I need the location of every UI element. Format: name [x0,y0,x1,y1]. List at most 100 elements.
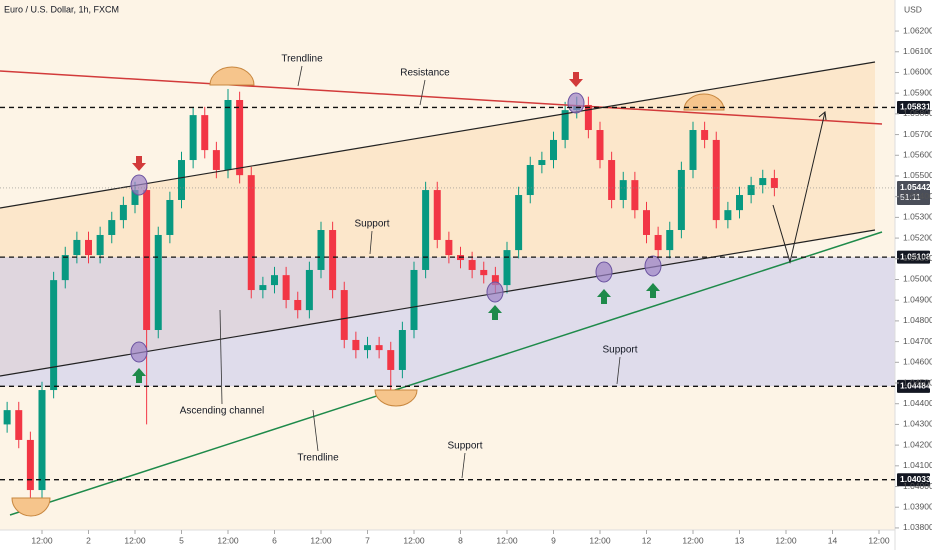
level-label: 1.04033 [900,474,931,484]
candle-body [735,195,743,211]
annotation: Trendline [281,54,323,65]
candle-body [340,290,348,340]
candle-body [131,190,139,205]
x-tick-label: 2 [86,535,91,545]
x-tick-label: 12 [642,535,652,545]
candle-body [666,230,674,251]
x-tick-label: 12:00 [775,535,797,545]
projection [772,111,826,264]
candle-body [422,190,430,270]
candle-body [143,190,151,331]
candle-body [38,390,46,491]
candle-body [259,285,267,291]
candle-body [654,234,662,251]
x-tick-label: 12:00 [682,535,704,545]
annotation: Support [354,219,389,230]
y-tick-label: 1.05900 [903,87,932,97]
candle-body [271,275,279,286]
x-tick-label: 8 [458,535,463,545]
y-tick-label: 1.03800 [903,522,932,532]
candle-body [515,195,523,251]
y-tick-label: 1.04600 [903,357,932,367]
touch-circles [130,92,662,363]
candle-body [282,275,290,300]
candle-body [549,139,557,161]
candle-body [15,410,23,440]
annotation: Trendline [297,453,339,464]
candle-body [724,210,732,221]
x-tick-label: 5 [179,535,184,545]
candle-body [224,99,232,170]
annotation: Resistance [400,68,450,79]
y-tick-label: 1.04400 [903,398,932,408]
y-tick-label: 1.05500 [903,170,932,180]
y-tick-label: 1.04300 [903,419,932,429]
y-tick-label: 1.05700 [903,129,932,139]
y-tick-label: 1.06200 [903,25,932,35]
countdown-label: 51:11 [900,192,921,202]
y-tick-label: 1.05100 [903,253,932,263]
y-tick-label: 1.05300 [903,212,932,222]
x-tick-label: 12:00 [217,535,239,545]
candle-body [375,345,383,351]
x-tick-label: 12:00 [403,535,425,545]
annotation-pointers [219,65,621,479]
candle-body [329,230,337,291]
up-arrows [132,283,660,383]
candle-body [526,165,534,196]
candle-body [247,175,255,291]
candle-body [294,299,302,311]
level-label: 1.05831 [900,102,931,112]
candle-body [503,250,511,286]
level-label-box [897,379,930,393]
down-arrows [132,72,583,171]
x-tick-label: 12:00 [496,535,518,545]
candle-body [468,260,476,270]
x-tick-label: 13 [735,535,745,545]
candle-body [433,190,441,240]
candle-body [631,180,639,211]
x-tick-label: 12:00 [589,535,611,545]
candle-body [701,130,709,140]
candle-body [3,410,11,425]
x-tick-label: 14 [828,535,838,545]
half-circles [11,66,725,517]
candle-body [398,330,406,370]
candle-body [189,115,197,161]
candle-body [619,180,627,200]
y-tick-label: 1.06000 [903,67,932,77]
x-tick-label: 12:00 [124,535,146,545]
candle-body [166,199,174,235]
candle-body [96,234,104,256]
currency-label: USD [904,4,922,14]
candle-body [712,139,720,221]
y-tick-label: 1.04800 [903,315,932,325]
annotation: Support [602,345,637,356]
candle-body [108,220,116,235]
x-tick-label: 7 [365,535,370,545]
last-price-box [897,180,930,205]
candle-body [689,130,697,170]
candle-body [677,169,685,231]
level-label: 1.04484 [900,381,931,391]
y-tick-label: 1.04900 [903,294,932,304]
annotation: Support [447,441,482,452]
candle-body [759,178,767,186]
resistance-trendline [0,70,883,125]
level-label-box [897,473,930,487]
x-tick-label: 9 [551,535,556,545]
candle-body [305,269,313,311]
y-tick-label: 1.05400 [903,191,932,201]
x-tick-label: 12:00 [310,535,332,545]
candle-body [317,230,325,270]
candle-body [26,439,34,491]
y-tick-label: 1.04700 [903,336,932,346]
candle-body [154,234,162,331]
candle-body [73,239,81,256]
candle-body [50,280,58,391]
y-tick-label: 1.05800 [903,108,932,118]
candle-body [212,150,220,170]
y-tick-label: 1.05000 [903,274,932,284]
candle-body [596,130,604,161]
